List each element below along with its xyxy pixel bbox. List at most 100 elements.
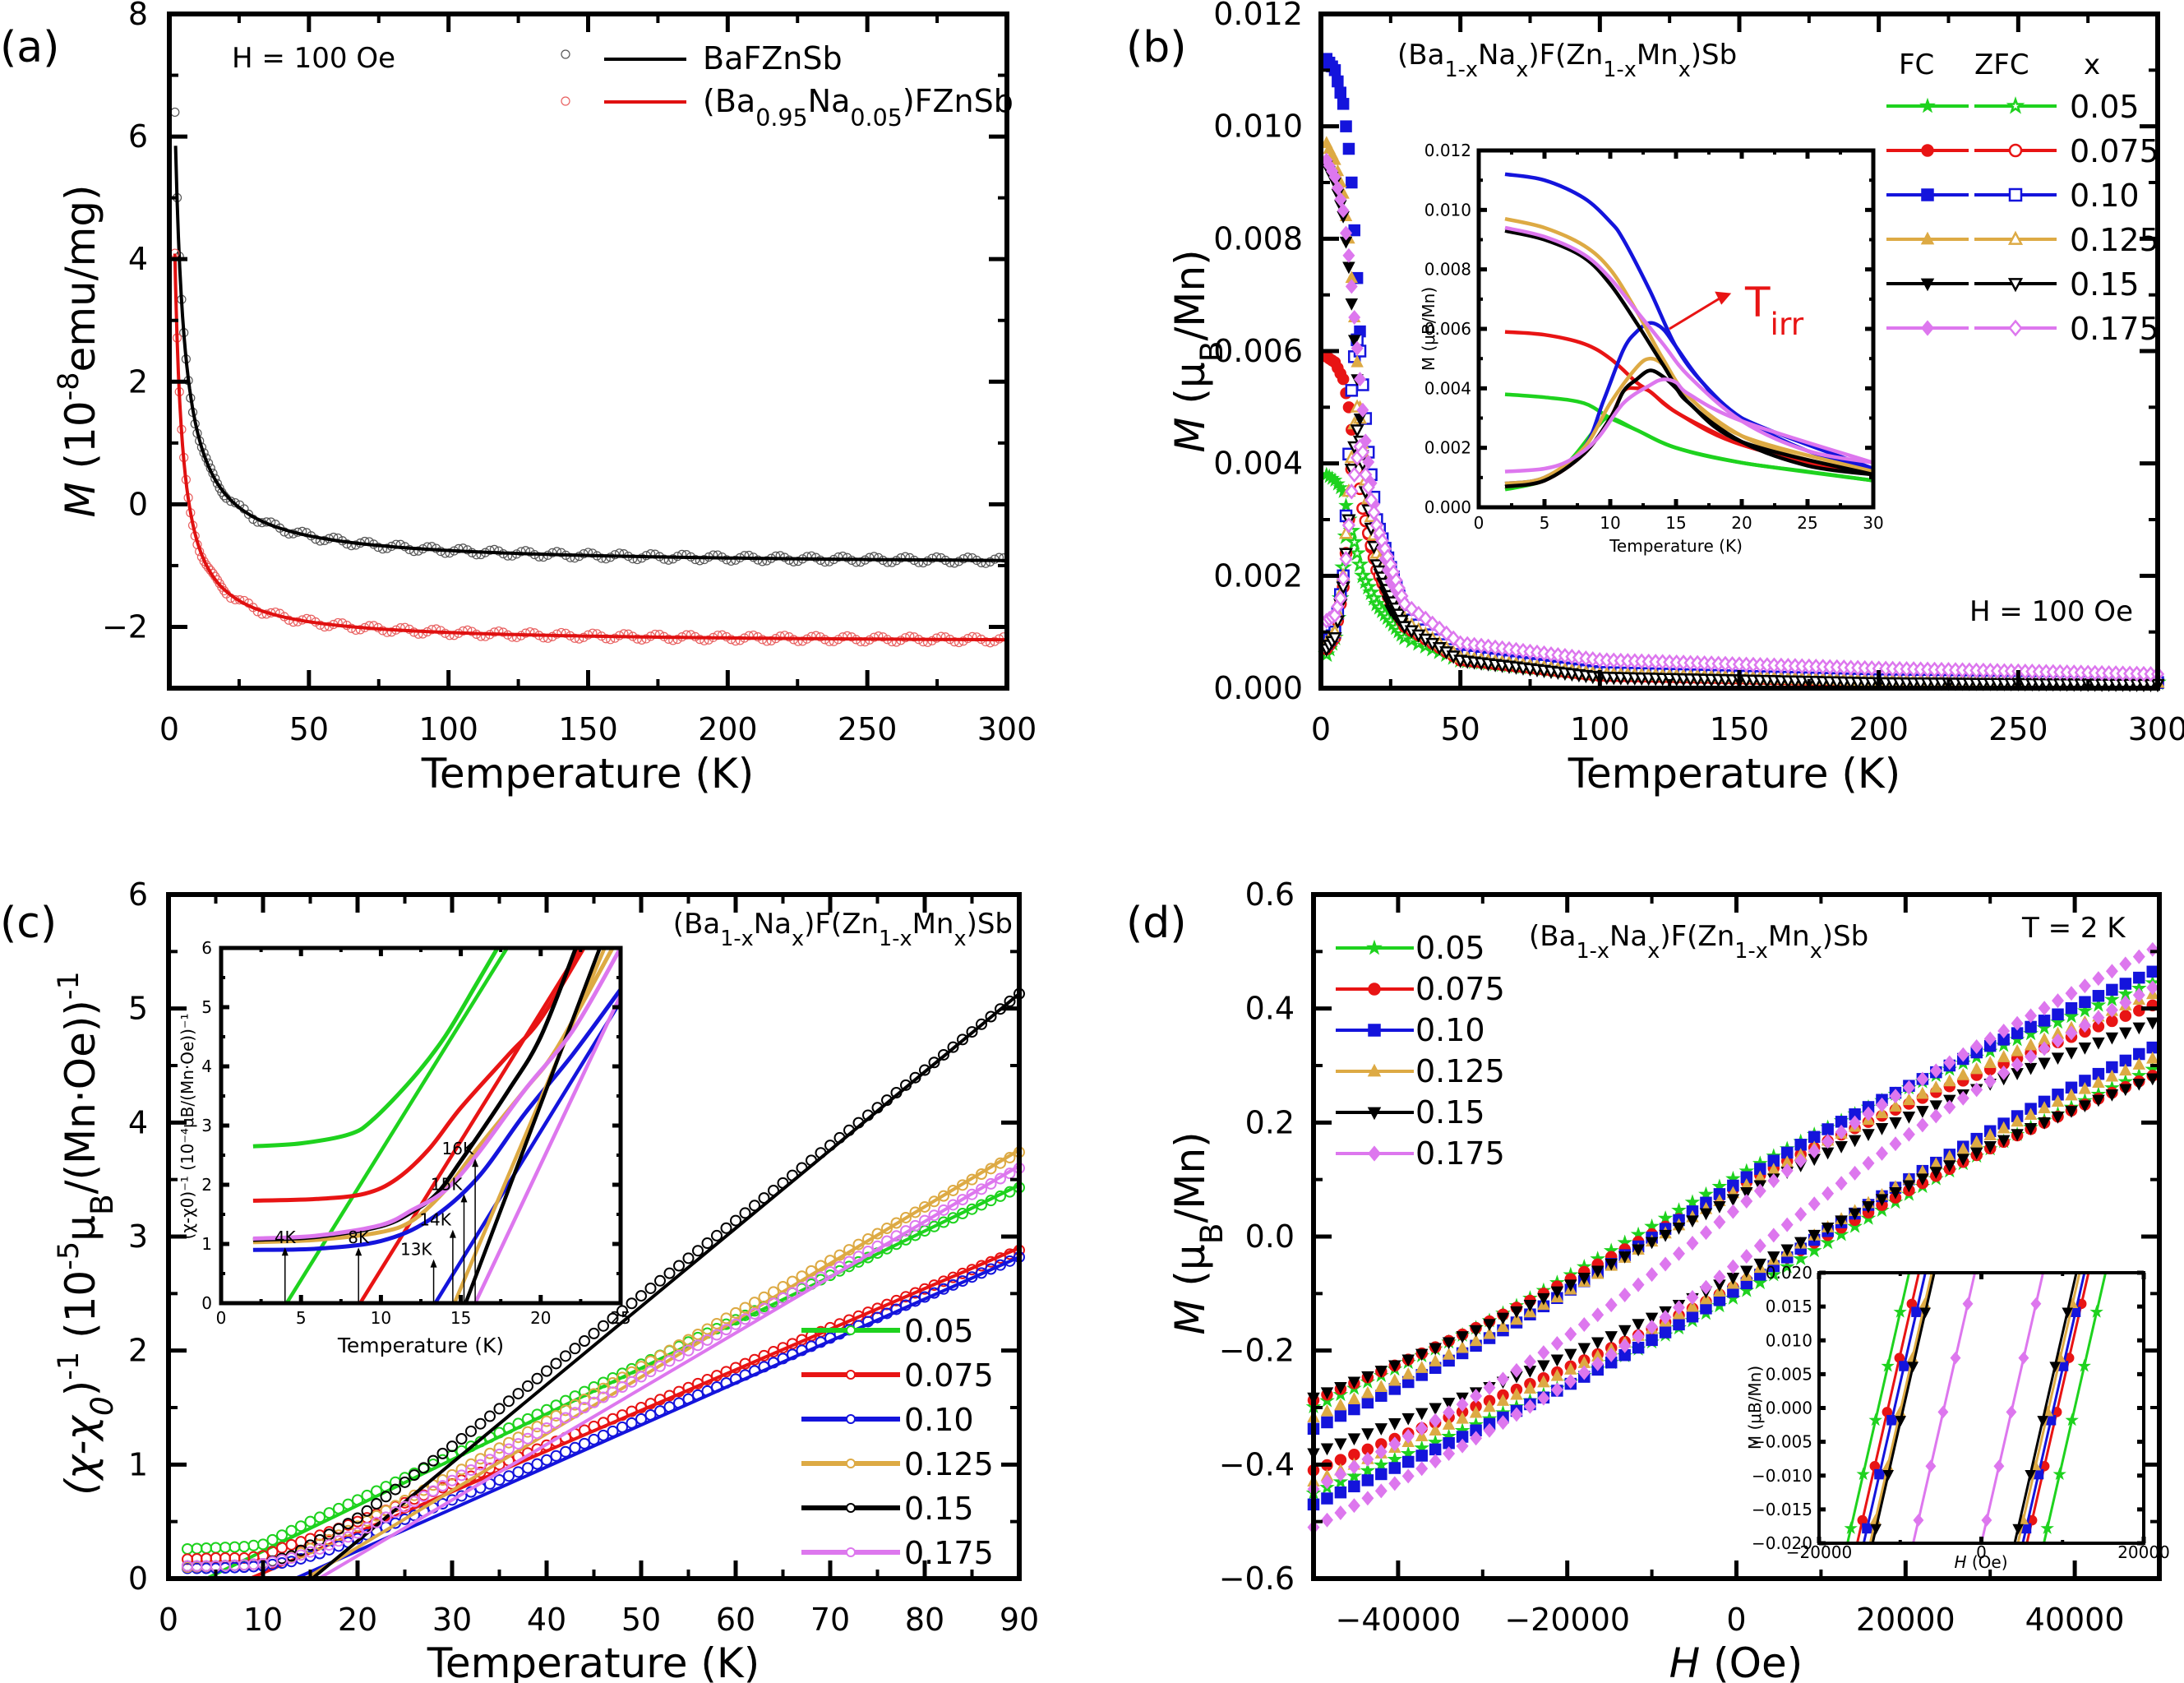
x-tick-label: 40000 bbox=[2025, 1602, 2125, 1638]
legend-marker bbox=[846, 1325, 856, 1335]
data-point bbox=[1835, 1141, 1848, 1154]
data-point bbox=[1943, 1055, 1956, 1070]
data-point bbox=[1415, 1421, 1429, 1436]
y-tick-label: 0.004 bbox=[1213, 446, 1303, 482]
legend-label: 0.125 bbox=[1415, 1053, 1505, 1089]
inset-x-tick-label: 15 bbox=[1665, 513, 1686, 533]
legend-marker-zfc bbox=[2008, 187, 2023, 202]
data-point bbox=[1388, 1418, 1401, 1431]
data-point bbox=[1577, 1343, 1591, 1356]
data-point bbox=[700, 554, 709, 565]
data-point bbox=[1835, 1124, 1848, 1140]
x-axis-label: Temperature (K) bbox=[1568, 750, 1900, 798]
tc-label: 4K bbox=[275, 1228, 297, 1247]
data-point bbox=[1361, 1491, 1374, 1506]
text-part: 0.95 bbox=[755, 104, 807, 132]
data-point bbox=[1740, 1265, 1753, 1278]
data-point bbox=[1889, 1186, 1902, 1200]
inset-marker bbox=[1911, 1306, 1922, 1317]
data-point bbox=[1470, 1389, 1483, 1403]
series-0.175 bbox=[1319, 152, 2165, 682]
data-point bbox=[191, 1542, 203, 1555]
legend-label: 0.125 bbox=[904, 1446, 994, 1482]
tc-arrowhead bbox=[355, 1247, 362, 1256]
inset-x-tick-label: 30 bbox=[1863, 513, 1883, 533]
legend-marker bbox=[1366, 939, 1383, 955]
data-point bbox=[588, 1327, 600, 1339]
legend-label: 0.075 bbox=[904, 1357, 994, 1394]
data-point bbox=[1726, 1204, 1739, 1219]
data-point bbox=[531, 1372, 543, 1385]
data-point bbox=[628, 553, 638, 564]
data-point bbox=[2105, 1069, 2119, 1082]
data-point bbox=[352, 1512, 363, 1524]
data-point bbox=[1321, 1416, 1333, 1429]
data-point bbox=[1361, 1385, 1374, 1399]
data-point bbox=[1348, 1480, 1360, 1493]
data-point bbox=[881, 1298, 893, 1311]
data-point bbox=[1646, 1334, 1658, 1347]
data-point bbox=[1387, 1451, 1403, 1466]
data-point bbox=[210, 1542, 222, 1554]
data-point bbox=[890, 1217, 903, 1229]
zfc-marker bbox=[1364, 589, 1383, 606]
text-part: /Mn) bbox=[1166, 1131, 1214, 1223]
data-point bbox=[1753, 1183, 1766, 1199]
text-part: (Oe) bbox=[1967, 1552, 2008, 1572]
y-tick-label: 0 bbox=[128, 486, 148, 522]
y-tick-label: 0.002 bbox=[1213, 557, 1303, 594]
data-point bbox=[2146, 965, 2159, 978]
x-tick-label: 60 bbox=[716, 1602, 755, 1638]
panel-b: (b)0 50 100 150 200 250 3000.0000.0020.0040.00… bbox=[1126, 0, 2184, 798]
field-annotation: H = 100 Oe bbox=[1969, 595, 2133, 628]
data-point bbox=[503, 1395, 515, 1408]
fc-marker bbox=[1345, 298, 1359, 311]
data-point bbox=[1997, 1135, 2011, 1148]
data-point bbox=[720, 1312, 732, 1325]
fc-marker bbox=[1340, 225, 1352, 241]
x-tick-label: 200 bbox=[698, 711, 758, 747]
data-point bbox=[386, 627, 396, 637]
data-point bbox=[503, 1470, 515, 1482]
inset-y-axis-label: M (μB/Mn) bbox=[1419, 287, 1438, 371]
inset-y-tick-label: 0.000 bbox=[1766, 1399, 1812, 1418]
data-point bbox=[1686, 1299, 1699, 1312]
data-point bbox=[1726, 1194, 1740, 1207]
x-tick-label: 20 bbox=[338, 1602, 377, 1638]
zfc-marker bbox=[1394, 614, 1409, 629]
fc-marker bbox=[1331, 180, 1344, 196]
data-point bbox=[1686, 1236, 1699, 1251]
inset-y-axis-label: (χ-χ0)⁻¹ (10⁻⁴μB/(Mn·Oe))⁻¹ bbox=[178, 1014, 197, 1240]
tirr-arrowhead bbox=[1715, 291, 1732, 305]
zfc-marker bbox=[1356, 571, 1375, 590]
inset-fit-line-0.175 bbox=[473, 994, 621, 1303]
data-point bbox=[436, 1480, 449, 1492]
data-point bbox=[1646, 1319, 1659, 1334]
fit-line bbox=[173, 253, 1007, 642]
inset-y-tick-label: −0.020 bbox=[1752, 1533, 1812, 1553]
data-point bbox=[976, 1183, 987, 1195]
text-part: )F(Zn bbox=[1660, 920, 1734, 953]
data-point bbox=[467, 627, 477, 636]
data-point bbox=[1388, 1373, 1401, 1386]
inset-y-tick-label: 0 bbox=[201, 1293, 212, 1313]
data-point bbox=[1632, 1329, 1645, 1344]
data-point bbox=[1889, 1099, 1902, 1112]
data-point bbox=[1645, 1237, 1659, 1250]
data-point bbox=[1659, 1326, 1672, 1339]
data-point bbox=[2106, 983, 2118, 996]
data-point bbox=[2132, 1022, 2146, 1035]
data-point bbox=[2146, 1017, 2159, 1030]
inset-fit-line-0.15 bbox=[464, 948, 602, 1303]
data-point bbox=[561, 628, 570, 638]
data-point bbox=[1686, 1310, 1699, 1323]
inset-marker bbox=[2006, 1405, 2017, 1419]
data-point bbox=[1334, 1409, 1347, 1422]
data-point bbox=[570, 633, 579, 643]
text-part: (Ba bbox=[703, 83, 755, 119]
x-tick-label: 100 bbox=[418, 711, 478, 747]
data-point bbox=[947, 1041, 959, 1053]
x-tick-label: 30 bbox=[432, 1602, 472, 1638]
x-tick-label: 250 bbox=[838, 711, 898, 747]
data-point bbox=[2132, 987, 2145, 1003]
